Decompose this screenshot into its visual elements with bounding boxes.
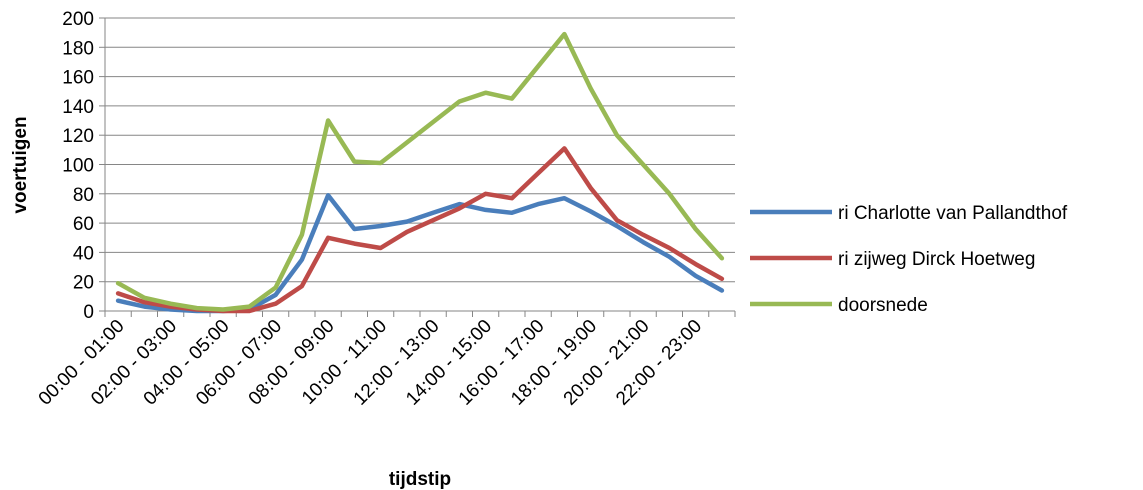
series-line: [115, 146, 725, 314]
y-tick-label: 20: [73, 273, 94, 294]
y-axis-title: voertuigen: [10, 116, 31, 213]
y-tick-label: 100: [62, 156, 94, 177]
y-tick-label: 0: [83, 302, 94, 323]
axes: [99, 17, 736, 317]
y-tick-label: 200: [62, 9, 94, 30]
y-tick-label: 60: [73, 214, 94, 235]
y-tick-label: 40: [73, 243, 94, 264]
y-tick-label: 120: [62, 126, 94, 147]
y-tick-label: 80: [73, 185, 94, 206]
series-lines: [115, 31, 725, 314]
y-tick-label: 160: [62, 68, 94, 89]
series-line: [115, 193, 725, 314]
legend: ri Charlotte van Pallandthof ri zijweg Di…: [750, 203, 1068, 316]
legend-label: ri zijweg Dirck Hoetweg: [838, 249, 1035, 270]
x-axis-title: tijdstip: [389, 469, 451, 490]
legend-label: doorsnede: [838, 295, 928, 316]
gridlines: [105, 17, 735, 283]
legend-label: ri Charlotte van Pallandthof: [838, 203, 1068, 224]
y-tick-label: 140: [62, 97, 94, 118]
y-tick-labels: 0 20 40 60 80 100 120 140 160 180 200: [62, 9, 94, 323]
series-line: [115, 31, 725, 312]
y-tick-label: 180: [62, 38, 94, 59]
